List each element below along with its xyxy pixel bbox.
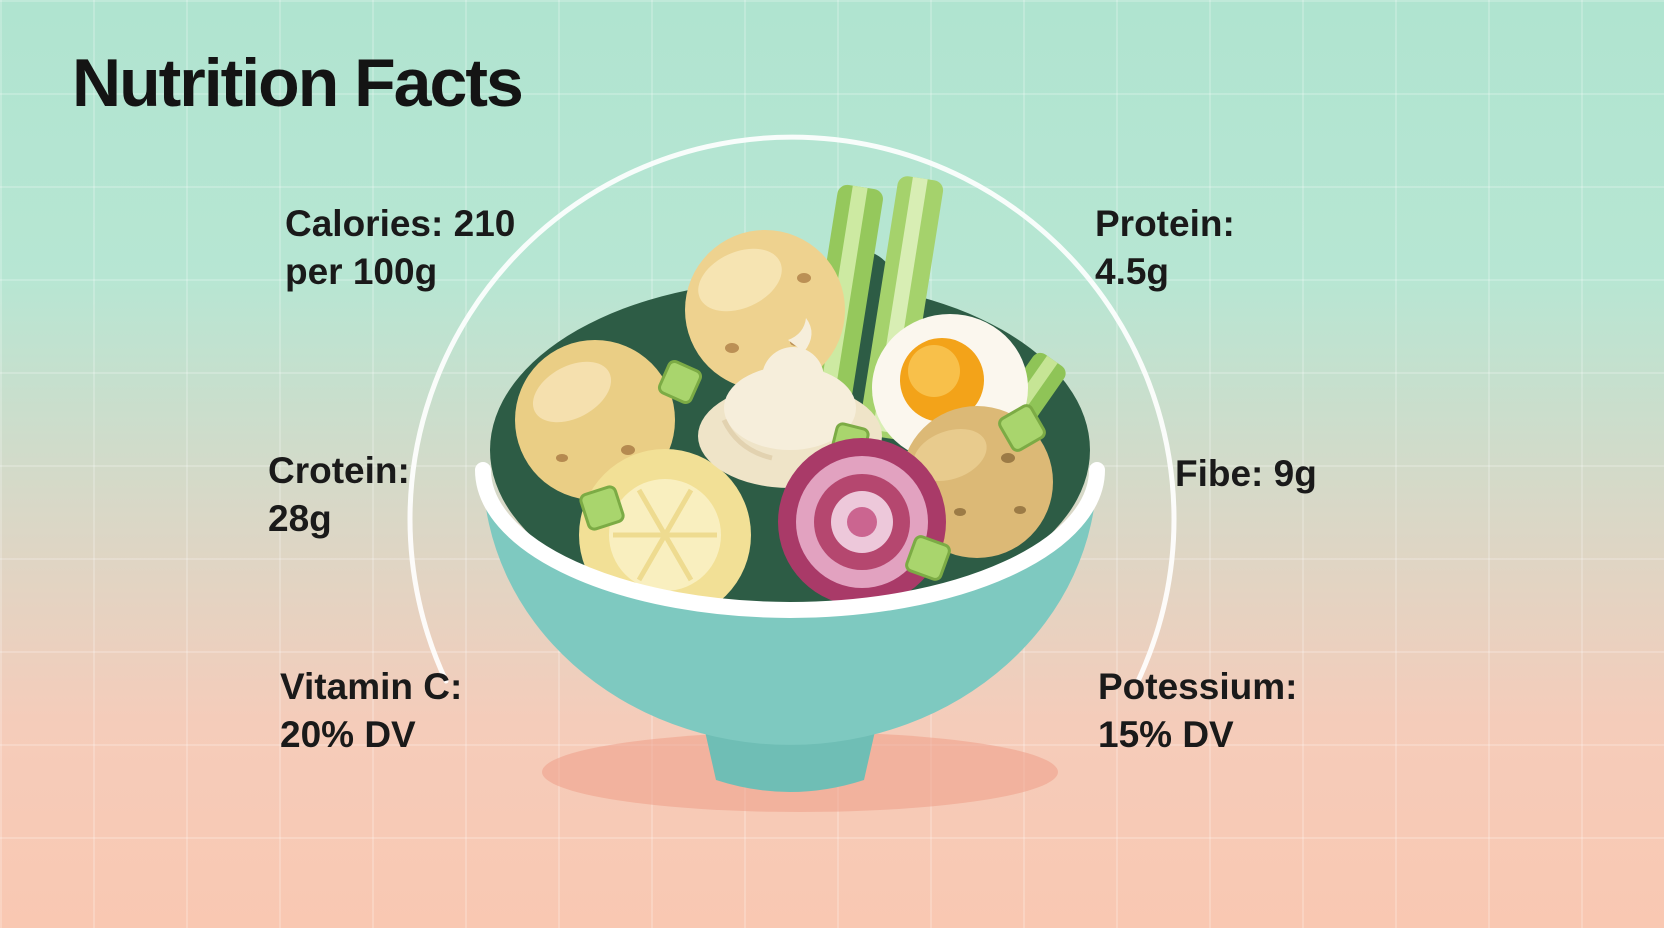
label-crotein-line2: 28g bbox=[268, 498, 332, 540]
salad-ingredients bbox=[490, 176, 1090, 621]
page-title: Nutrition Facts bbox=[72, 45, 524, 121]
celery-cube bbox=[579, 485, 625, 531]
label-fibe-line1: Fibe: 9g bbox=[1175, 453, 1317, 494]
celery-cube bbox=[657, 359, 703, 405]
label-calories: Calories: 210 per 100g bbox=[285, 200, 515, 296]
potato-salad-bowl-illustration bbox=[407, 134, 1177, 812]
label-crotein: Crotein: 28g bbox=[268, 447, 410, 543]
decorative-arc bbox=[407, 134, 1177, 684]
label-crotein-line1: Crotein: bbox=[268, 450, 410, 491]
label-potessium-line1: Potessium: bbox=[1098, 666, 1298, 707]
label-calories-line2: per 100g bbox=[285, 251, 438, 293]
potato-cut bbox=[579, 449, 751, 621]
label-potessium: Potessium: 15% DV bbox=[1098, 663, 1297, 759]
label-fibe: Fibe: 9g bbox=[1175, 450, 1317, 498]
label-protein-line2: 4.5g bbox=[1095, 251, 1170, 293]
label-vitamin-c: Vitamin C: 20% DV bbox=[280, 663, 462, 759]
red-onion-slice bbox=[778, 438, 946, 606]
bowl-body bbox=[483, 470, 1097, 745]
label-vitamin-c-line1: Vitamin C: bbox=[280, 666, 463, 707]
celery-cube bbox=[998, 404, 1046, 452]
celery-cube bbox=[905, 535, 951, 581]
label-vitamin-c-line2: 20% DV bbox=[280, 714, 416, 756]
label-protein-line1: Protein: bbox=[1095, 203, 1235, 244]
label-potessium-line2: 15% DV bbox=[1098, 714, 1234, 756]
bowl-rim bbox=[475, 462, 1105, 618]
label-protein: Protein: 4.5g bbox=[1095, 200, 1235, 296]
label-calories-line1: Calories: 210 bbox=[285, 203, 516, 244]
